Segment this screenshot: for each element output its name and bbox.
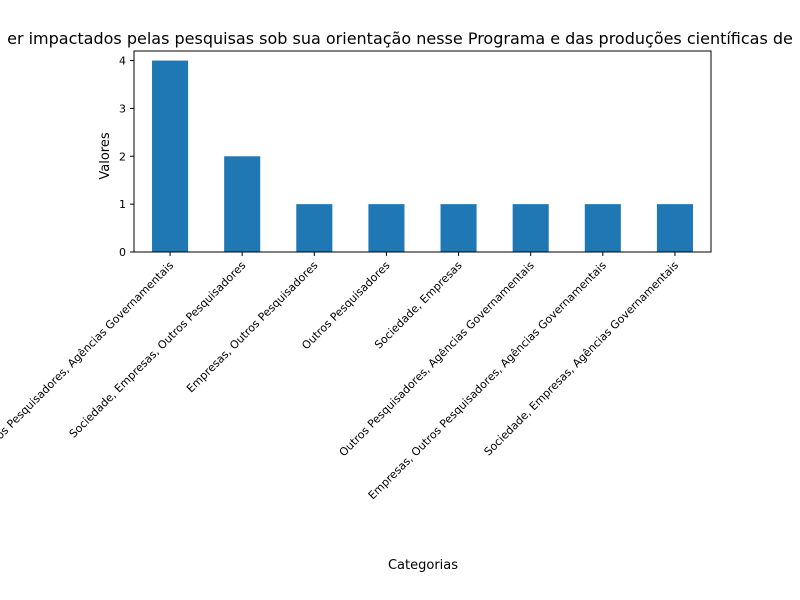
y-tick-label: 3 — [119, 102, 126, 115]
x-tick-label: Empresas, Outros Pesquisadores, Agências… — [366, 259, 609, 502]
bar — [584, 204, 621, 252]
bar — [224, 156, 261, 252]
x-axis: Sociedade, Empresas, Outros Pesquisadore… — [0, 252, 681, 547]
y-tick-label: 0 — [119, 246, 126, 259]
x-tick-label: Empresas, Outros Pesquisadores — [184, 259, 321, 396]
bar — [296, 204, 333, 252]
y-tick-label: 1 — [119, 198, 126, 211]
plot-frame — [133, 50, 712, 253]
x-tick-label: Sociedade, Empresas, Outros Pesquisadore… — [0, 259, 176, 548]
y-axis: 0 1 2 3 4 — [119, 55, 134, 259]
bar — [368, 204, 405, 252]
chart-title: er impactados pelas pesquisas sob sua or… — [7, 29, 793, 48]
y-tick-label: 4 — [119, 55, 126, 68]
bar — [152, 60, 189, 253]
bars-layer — [152, 60, 693, 253]
y-axis-label: Valores — [98, 132, 113, 179]
bar — [440, 204, 477, 252]
bar — [656, 204, 693, 252]
x-axis-label: Categorias — [388, 558, 458, 573]
bar — [512, 204, 549, 252]
y-tick-label: 2 — [119, 150, 126, 163]
